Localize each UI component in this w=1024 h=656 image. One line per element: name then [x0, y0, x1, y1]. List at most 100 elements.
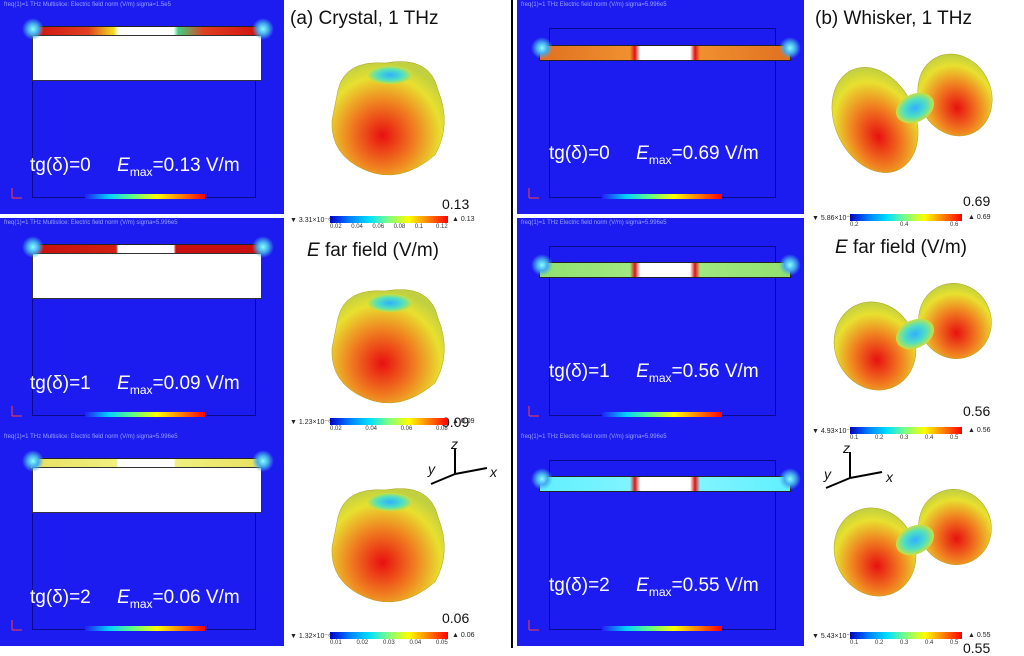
colorbar-tick-label: 0.12	[436, 224, 448, 230]
colorbar-tick-label: 0.01	[330, 640, 342, 646]
colorbar-max-label: ▲ 0.69	[968, 214, 991, 221]
colorbar-tick-label: 0.1	[850, 435, 859, 441]
emax-subscript: max	[648, 152, 672, 167]
far-field-text: far field (V/m)	[324, 240, 439, 261]
lobe-dip	[368, 493, 412, 511]
colorbar-tick-label: 0.5	[950, 435, 959, 441]
far-field-surface	[331, 488, 445, 603]
sim-axis-glyph	[527, 186, 541, 200]
emax-value: =0.06 V/m	[152, 587, 240, 608]
colorbar-tick-label: 0.1	[850, 640, 859, 646]
sim-colorbar	[85, 412, 205, 417]
axis-label-z: z	[843, 440, 850, 456]
far-field-pattern	[820, 40, 1010, 195]
colorbar-tick-label: 0.2	[875, 640, 884, 646]
conductor-strip	[539, 476, 791, 492]
far-field-colorbar	[330, 216, 448, 223]
sim-colorbar	[602, 194, 722, 199]
field-label: tg(δ)=2 Emax=0.55 V/m	[549, 575, 759, 599]
field-label: tg(δ)=1 Emax=0.09 V/m	[30, 373, 240, 397]
substrate-block	[32, 35, 262, 81]
lobe	[331, 289, 445, 404]
emax-subscript: max	[129, 164, 153, 179]
colorbar-max-label: ▲ 0.56	[968, 427, 991, 434]
far-field-colorbar	[850, 632, 962, 639]
colorbar-tick-label: 0.02	[356, 640, 369, 646]
sim-header: freq(1)=1 THz Multislice: Electric field…	[4, 434, 178, 440]
far-field-pattern	[820, 472, 1010, 627]
edge-hotspot	[779, 468, 801, 490]
tg-delta-label: tg(δ)=1	[549, 361, 610, 382]
lobe	[331, 488, 445, 603]
sim-header: freq(1)=1 THz Multislice: Electric field…	[4, 220, 178, 226]
emax-symbol: E	[636, 575, 649, 596]
axis-label-y: y	[428, 461, 435, 477]
colorbar-min-label: ▼ 5.43×10⁻⁸	[812, 633, 854, 640]
edge-hotspot	[22, 18, 44, 40]
field-simulation-panel: freq(1)=1 THz Multislice: Electric field…	[0, 0, 284, 214]
emax-subscript: max	[648, 584, 672, 599]
far-field-surface	[331, 61, 445, 176]
far-field-label: E far field (V/m)	[307, 240, 439, 262]
colorbar-min-label: ▼ 1.32×10⁻⁸	[290, 633, 332, 640]
edge-hotspot	[531, 37, 553, 59]
far-field-surface	[833, 283, 992, 391]
axis-label-x: x	[490, 464, 497, 480]
far-field-pattern	[300, 472, 480, 627]
far-field-surface	[331, 289, 445, 404]
far-field-pattern	[300, 40, 480, 195]
edge-hotspot	[531, 468, 553, 490]
far-field-symbol: E	[835, 237, 848, 258]
tg-delta-label: tg(δ)=2	[30, 587, 91, 608]
peak-value: 0.13	[442, 196, 470, 212]
field-label: tg(δ)=2 Emax=0.06 V/m	[30, 587, 240, 611]
sim-colorbar	[85, 194, 205, 199]
far-field-colorbar	[330, 632, 448, 639]
far-field-symbol: E	[307, 240, 320, 261]
axis-label-z: z	[451, 436, 458, 452]
peak-value: 0.69	[963, 193, 991, 209]
substrate-block	[32, 467, 262, 513]
edge-hotspot	[22, 236, 44, 258]
colorbar-tick-label: 0.3	[900, 435, 909, 441]
peak-value: 0.55	[963, 640, 991, 656]
far-field-text: far field (V/m)	[852, 237, 967, 258]
colorbar-tick-label: 0.6	[950, 222, 959, 228]
tg-delta-label: tg(δ)=2	[549, 575, 610, 596]
peak-value: 0.06	[442, 610, 470, 626]
colorbar-max-label: ▲ 0.06	[452, 632, 475, 639]
sim-colorbar	[602, 626, 722, 631]
colorbar-tick-label: 0.04	[351, 224, 363, 230]
field-label: tg(δ)=0 Emax=0.69 V/m	[549, 143, 759, 167]
sim-axis-glyph	[10, 404, 24, 418]
colorbar-tick-label: 0.2	[875, 435, 884, 441]
panel-title: (a) Crystal, 1 THz	[290, 8, 439, 29]
colorbar-tick-label: 0.03	[383, 640, 395, 646]
edge-hotspot	[22, 450, 44, 472]
field-simulation-panel: freq(1)=1 THz Multislice: Electric field…	[0, 432, 284, 646]
colorbar-min-label: ▼ 3.31×10⁻⁸	[290, 217, 332, 224]
colorbar-tick-label: 0.05	[436, 640, 448, 646]
peak-value: 0.09	[442, 414, 470, 430]
conductor-strip	[539, 45, 791, 61]
lobe-dip	[368, 294, 412, 312]
colorbar-tick-label: 0.08	[436, 426, 448, 432]
colorbar-tick-label: 0.2	[850, 222, 859, 228]
field-simulation-panel: freq(1)=1 THz Electric field norm (V/m) …	[517, 0, 804, 214]
colorbar-tick-label: 0.3	[900, 640, 909, 646]
far-field-colorbar	[330, 418, 448, 425]
colorbar-tick-label: 0.5	[950, 640, 959, 646]
emax-symbol: E	[117, 587, 130, 608]
emax-value: =0.69 V/m	[671, 143, 759, 164]
colorbar-tick-label: 0.1	[414, 224, 424, 230]
sim-colorbar	[602, 412, 722, 417]
colorbar-min-label: ▼ 1.23×10⁻⁸	[290, 419, 332, 426]
sim-axis-glyph	[527, 404, 541, 418]
edge-hotspot	[779, 37, 801, 59]
emax-subscript: max	[648, 370, 672, 385]
emax-value: =0.13 V/m	[152, 155, 240, 176]
colorbar-max-label: ▲ 0.55	[968, 632, 991, 639]
field-simulation-panel: freq(1)=1 THz Multislice: Electric field…	[0, 218, 284, 432]
colorbar-tick-label: 0.4	[925, 640, 934, 646]
emax-value: =0.56 V/m	[671, 361, 759, 382]
